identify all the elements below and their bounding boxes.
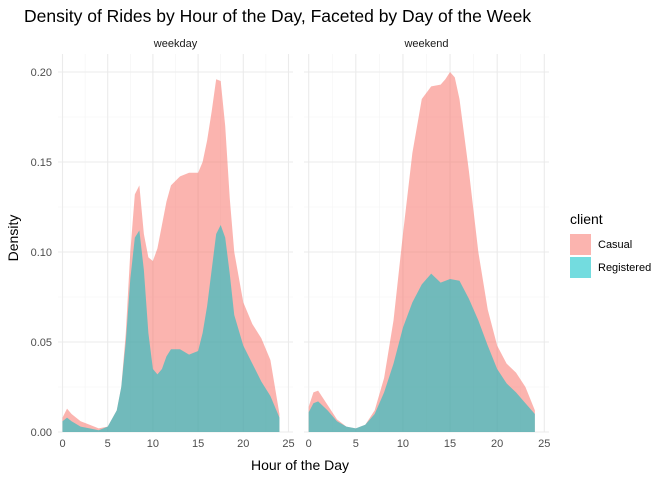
- x-axis-title: Hour of the Day: [251, 457, 349, 473]
- facet-panel-weekend: weekend 0 5 10 15 20 25: [304, 38, 550, 450]
- facet-panel-weekday: weekday 0 5 10 15 20 25: [58, 38, 295, 450]
- density-area-registered: [62, 225, 280, 432]
- x-tick-label: 0: [59, 438, 65, 450]
- y-tick-label: 0.15: [31, 157, 52, 169]
- legend-label-registered: Registered: [598, 262, 651, 274]
- y-tick-label: 0.10: [31, 247, 52, 259]
- y-axis-title: Density: [5, 215, 21, 262]
- density-area-registered: [308, 273, 535, 432]
- legend: client Casual Registered: [570, 211, 651, 278]
- x-tick-label: 15: [192, 438, 204, 450]
- x-tick-label: 25: [538, 438, 550, 450]
- legend-key-registered: [570, 257, 591, 278]
- y-tick-label: 0.20: [31, 67, 52, 79]
- x-tick-label: 10: [147, 438, 159, 450]
- x-tick-label: 5: [353, 438, 359, 450]
- legend-title: client: [570, 211, 603, 227]
- x-tick-label: 0: [306, 438, 312, 450]
- facet-strip-label: weekend: [403, 38, 448, 50]
- x-tick-label: 5: [105, 438, 111, 450]
- x-tick-label: 25: [282, 438, 294, 450]
- x-tick-label: 15: [444, 438, 456, 450]
- y-tick-label: 0.05: [31, 337, 52, 349]
- x-tick-label: 10: [397, 438, 409, 450]
- facet-strip-label: weekday: [153, 38, 198, 50]
- legend-key-casual: [570, 234, 591, 255]
- chart-title: Density of Rides by Hour of the Day, Fac…: [24, 6, 531, 26]
- x-tick-label: 20: [491, 438, 503, 450]
- legend-label-casual: Casual: [598, 239, 632, 251]
- x-tick-label: 20: [237, 438, 249, 450]
- y-tick-label: 0.00: [31, 427, 52, 439]
